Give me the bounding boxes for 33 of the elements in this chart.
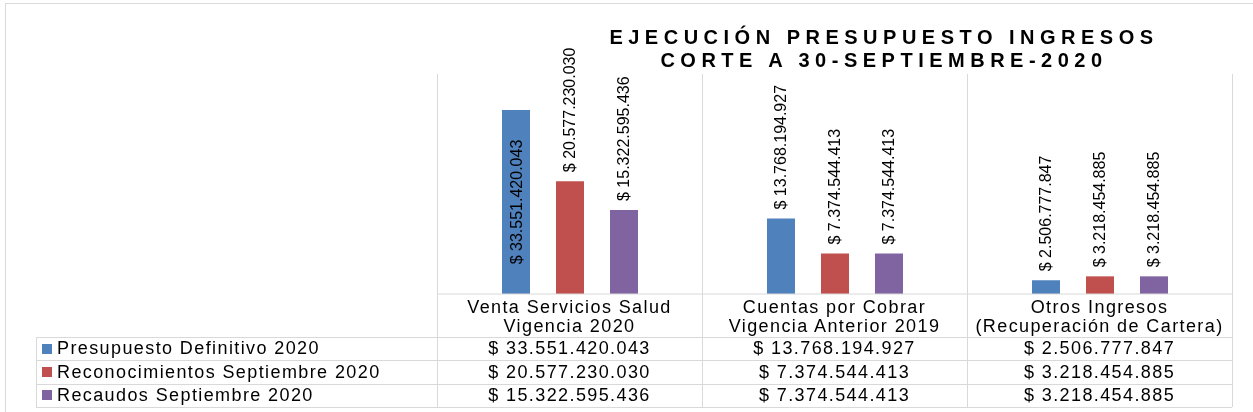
data-label: $ 7.374.544.413 xyxy=(757,384,912,407)
legend-label: Presupuesto Definitivo 2020 xyxy=(57,338,320,360)
bar xyxy=(1140,276,1168,294)
text: $ 33.551.420.043 xyxy=(507,139,525,265)
text: $ 7.374.544.413 xyxy=(826,128,844,245)
data-label: $ 15.322.595.436 xyxy=(487,384,652,407)
bar xyxy=(1086,276,1114,294)
data-label: $ 7.374.544.413 xyxy=(757,360,912,384)
bar xyxy=(821,253,849,294)
data-label: $ 13.768.194.927 xyxy=(752,337,917,361)
bar xyxy=(1032,280,1060,294)
data-label: $ 3.218.454.885 xyxy=(1022,360,1177,384)
text: $ 3.218.454.885 xyxy=(1145,151,1163,268)
x-tick-label: Cuentas por Cobrar Vigencia Anterior 2019 xyxy=(727,296,942,337)
bar xyxy=(875,253,903,294)
data-label: $ 3.218.454.885 xyxy=(1022,384,1177,407)
bar xyxy=(767,218,795,294)
text: $ 20.577.230.030 xyxy=(561,47,579,173)
text: $ 2.506.777.847 xyxy=(1037,155,1055,272)
bar xyxy=(556,181,584,294)
x-tick-label: Otros Ingresos (Recuperación de Cartera) xyxy=(974,296,1225,337)
legend-label: Recaudos Septiembre 2020 xyxy=(57,384,314,406)
text: $ 13.768.194.927 xyxy=(772,84,790,210)
data-label: $ 2.506.777.847 xyxy=(1022,337,1177,361)
text: $ 3.218.454.885 xyxy=(1091,151,1109,268)
text: $ 7.374.544.413 xyxy=(880,128,898,245)
data-label: $ 20.577.230.030 xyxy=(487,360,652,384)
x-tick-label: Venta Servicios Salud Vigencia 2020 xyxy=(466,296,673,337)
data-label: $ 33.551.420.043 xyxy=(487,337,652,361)
chart-title: EJECUCIÓN PRESUPUESTO INGRESOS CORTE A 30-SEPTIEMBRE-2020 xyxy=(609,26,1159,71)
text: $ 15.322.595.436 xyxy=(615,76,633,201)
legend-label: Reconocimientos Septiembre 2020 xyxy=(57,361,381,383)
bar xyxy=(610,209,638,294)
